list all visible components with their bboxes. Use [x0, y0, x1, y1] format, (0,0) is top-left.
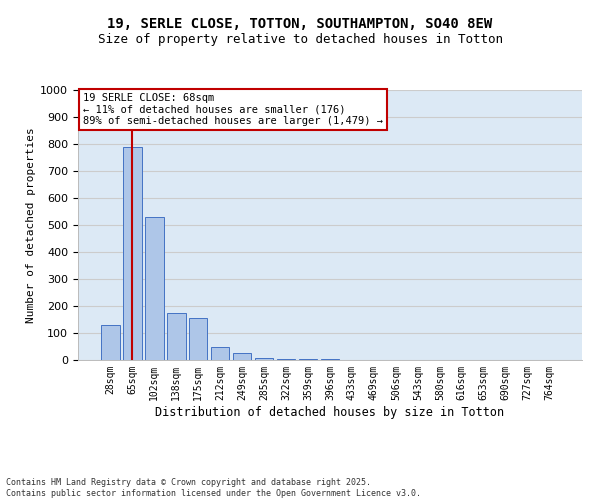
Text: Size of property relative to detached houses in Totton: Size of property relative to detached ho… — [97, 32, 503, 46]
Bar — [255, 358, 274, 360]
X-axis label: Distribution of detached houses by size in Totton: Distribution of detached houses by size … — [155, 406, 505, 418]
Y-axis label: Number of detached properties: Number of detached properties — [26, 127, 36, 323]
Bar — [233, 353, 251, 360]
Bar — [299, 359, 317, 360]
Bar — [101, 325, 119, 360]
Bar — [145, 217, 164, 360]
Bar — [277, 358, 295, 360]
Text: Contains HM Land Registry data © Crown copyright and database right 2025.
Contai: Contains HM Land Registry data © Crown c… — [6, 478, 421, 498]
Text: 19 SERLE CLOSE: 68sqm
← 11% of detached houses are smaller (176)
89% of semi-det: 19 SERLE CLOSE: 68sqm ← 11% of detached … — [83, 92, 383, 126]
Bar — [123, 146, 142, 360]
Bar — [167, 313, 185, 360]
Text: 19, SERLE CLOSE, TOTTON, SOUTHAMPTON, SO40 8EW: 19, SERLE CLOSE, TOTTON, SOUTHAMPTON, SO… — [107, 18, 493, 32]
Bar — [211, 346, 229, 360]
Bar — [189, 318, 208, 360]
